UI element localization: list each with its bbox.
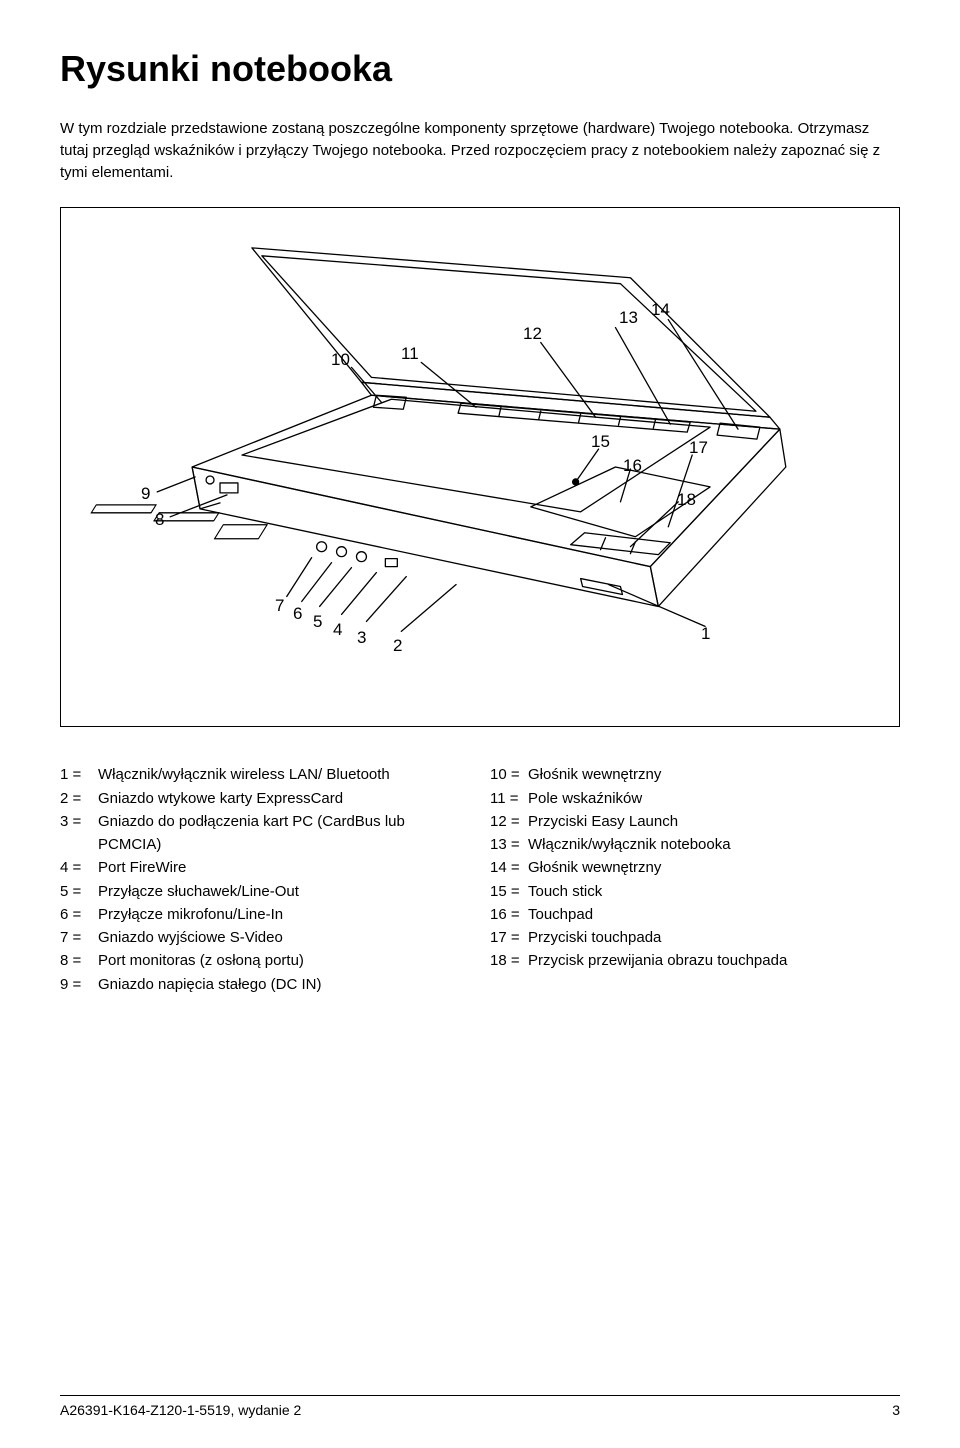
legend-row: 13 =Włącznik/wyłącznik notebooka bbox=[490, 833, 900, 856]
diagram-label-4: 4 bbox=[333, 620, 342, 640]
diagram-label-17: 17 bbox=[689, 438, 708, 458]
diagram-label-14: 14 bbox=[651, 300, 670, 320]
legend-row: 5 =Przyłącze słuchawek/Line-Out bbox=[60, 880, 470, 903]
legend-right-column: 10 =Głośnik wewnętrzny11 =Pole wskaźnikó… bbox=[490, 763, 900, 996]
legend-row: 15 =Touch stick bbox=[490, 880, 900, 903]
legend-number: 16 = bbox=[490, 903, 528, 926]
page-footer: A26391-K164-Z120-1-5519, wydanie 2 3 bbox=[60, 1395, 900, 1418]
legend-number: 8 = bbox=[60, 949, 98, 972]
legend-number: 15 = bbox=[490, 880, 528, 903]
legend-number: 12 = bbox=[490, 810, 528, 833]
legend-number: 6 = bbox=[60, 903, 98, 926]
legend-text: Włącznik/wyłącznik wireless LAN/ Bluetoo… bbox=[98, 763, 470, 786]
legend-row: 3 =Gniazdo do podłączenia kart PC (CardB… bbox=[60, 810, 470, 857]
legend-number: 14 = bbox=[490, 856, 528, 879]
diagram-label-10: 10 bbox=[331, 350, 350, 370]
diagram-label-2: 2 bbox=[393, 636, 402, 656]
diagram-label-16: 16 bbox=[623, 456, 642, 476]
diagram-label-6: 6 bbox=[293, 604, 302, 624]
diagram-label-3: 3 bbox=[357, 628, 366, 648]
legend-number: 17 = bbox=[490, 926, 528, 949]
legend-columns: 1 =Włącznik/wyłącznik wireless LAN/ Blue… bbox=[60, 763, 900, 996]
legend-number: 1 = bbox=[60, 763, 98, 786]
diagram-label-5: 5 bbox=[313, 612, 322, 632]
legend-text: Gniazdo wyjściowe S-Video bbox=[98, 926, 470, 949]
notebook-diagram: 9 8 7 6 5 4 3 2 1 10 11 12 13 14 15 16 1… bbox=[60, 207, 900, 727]
legend-row: 7 =Gniazdo wyjściowe S-Video bbox=[60, 926, 470, 949]
legend-number: 3 = bbox=[60, 810, 98, 857]
legend-number: 18 = bbox=[490, 949, 528, 972]
legend-row: 6 =Przyłącze mikrofonu/Line-In bbox=[60, 903, 470, 926]
legend-text: Touch stick bbox=[528, 880, 900, 903]
legend-text: Włącznik/wyłącznik notebooka bbox=[528, 833, 900, 856]
legend-row: 16 =Touchpad bbox=[490, 903, 900, 926]
legend-text: Przycisk przewijania obrazu touchpada bbox=[528, 949, 900, 972]
legend-text: Przyłącze mikrofonu/Line-In bbox=[98, 903, 470, 926]
diagram-label-18: 18 bbox=[677, 490, 696, 510]
legend-number: 9 = bbox=[60, 973, 98, 996]
legend-text: Przyciski touchpada bbox=[528, 926, 900, 949]
legend-number: 7 = bbox=[60, 926, 98, 949]
legend-row: 11 =Pole wskaźników bbox=[490, 787, 900, 810]
legend-text: Gniazdo napięcia stałego (DC IN) bbox=[98, 973, 470, 996]
legend-text: Głośnik wewnętrzny bbox=[528, 856, 900, 879]
legend-row: 2 =Gniazdo wtykowe karty ExpressCard bbox=[60, 787, 470, 810]
legend-text: Przyłącze słuchawek/Line-Out bbox=[98, 880, 470, 903]
legend-text: Port FireWire bbox=[98, 856, 470, 879]
diagram-label-1: 1 bbox=[701, 624, 710, 644]
legend-row: 4 =Port FireWire bbox=[60, 856, 470, 879]
legend-text: Touchpad bbox=[528, 903, 900, 926]
legend-text: Gniazdo do podłączenia kart PC (CardBus … bbox=[98, 810, 470, 857]
legend-row: 8 =Port monitoras (z osłoną portu) bbox=[60, 949, 470, 972]
legend-number: 4 = bbox=[60, 856, 98, 879]
laptop-illustration bbox=[61, 208, 899, 726]
legend-left-column: 1 =Włącznik/wyłącznik wireless LAN/ Blue… bbox=[60, 763, 470, 996]
legend-number: 10 = bbox=[490, 763, 528, 786]
legend-row: 18 =Przycisk przewijania obrazu touchpad… bbox=[490, 949, 900, 972]
legend-text: Głośnik wewnętrzny bbox=[528, 763, 900, 786]
diagram-label-7: 7 bbox=[275, 596, 284, 616]
footer-page-number: 3 bbox=[892, 1402, 900, 1418]
legend-text: Przyciski Easy Launch bbox=[528, 810, 900, 833]
page-title: Rysunki notebooka bbox=[60, 48, 900, 90]
legend-number: 5 = bbox=[60, 880, 98, 903]
legend-text: Pole wskaźników bbox=[528, 787, 900, 810]
legend-number: 11 = bbox=[490, 787, 528, 810]
legend-number: 13 = bbox=[490, 833, 528, 856]
footer-doc-id: A26391-K164-Z120-1-5519, wydanie 2 bbox=[60, 1402, 301, 1418]
legend-row: 12 =Przyciski Easy Launch bbox=[490, 810, 900, 833]
legend-row: 9 =Gniazdo napięcia stałego (DC IN) bbox=[60, 973, 470, 996]
legend-row: 10 =Głośnik wewnętrzny bbox=[490, 763, 900, 786]
diagram-label-13: 13 bbox=[619, 308, 638, 328]
diagram-label-9: 9 bbox=[141, 484, 150, 504]
diagram-label-8: 8 bbox=[155, 510, 164, 530]
legend-row: 14 =Głośnik wewnętrzny bbox=[490, 856, 900, 879]
diagram-label-12: 12 bbox=[523, 324, 542, 344]
legend-number: 2 = bbox=[60, 787, 98, 810]
intro-paragraph: W tym rozdziale przedstawione zostaną po… bbox=[60, 118, 900, 183]
diagram-label-15: 15 bbox=[591, 432, 610, 452]
legend-text: Port monitoras (z osłoną portu) bbox=[98, 949, 470, 972]
legend-row: 17 =Przyciski touchpada bbox=[490, 926, 900, 949]
diagram-label-11: 11 bbox=[401, 344, 419, 364]
legend-row: 1 =Włącznik/wyłącznik wireless LAN/ Blue… bbox=[60, 763, 470, 786]
legend-text: Gniazdo wtykowe karty ExpressCard bbox=[98, 787, 470, 810]
